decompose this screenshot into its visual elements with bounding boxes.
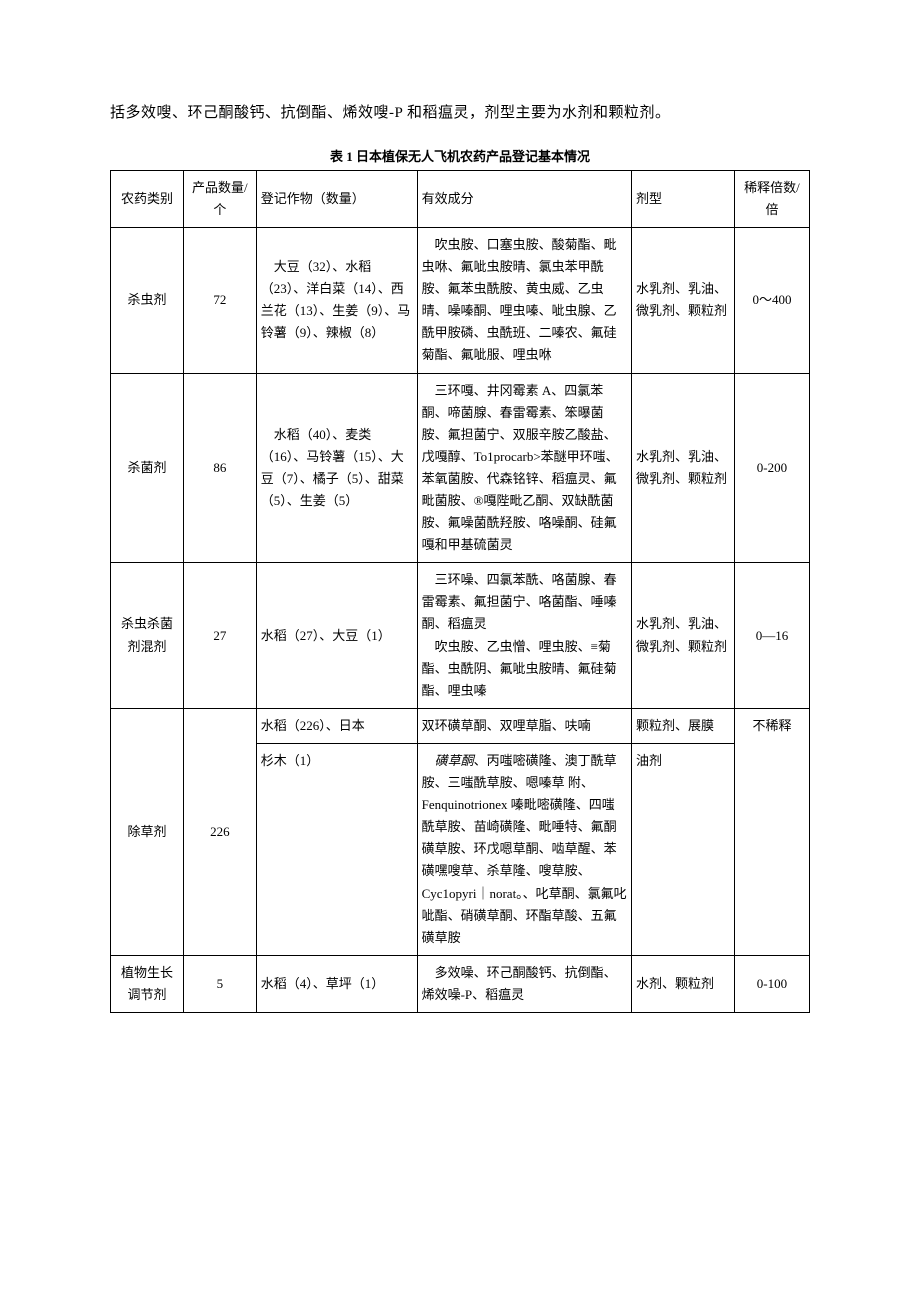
cell-ingredients: 吹虫胺、口塞虫胺、酸菊酯、毗虫咻、氟呲虫胺晴、氯虫苯甲酰胺、氟苯虫酰胺、黄虫威、…	[417, 227, 631, 373]
cell-ingredients: 双环磺草酮、双哩草脂、呋喃	[417, 708, 631, 743]
table-row: 植物生长调节剂 5 水稻（4）、草坪（1） 多效噪、环己酮酸钙、抗倒酯、烯效噪-…	[111, 955, 810, 1012]
header-form: 剂型	[632, 170, 735, 227]
cell-form: 水乳剂、乳油、微乳剂、颗粒剂	[632, 227, 735, 373]
cell-category: 杀虫杀菌剂混剂	[111, 563, 184, 709]
cell-category: 杀菌剂	[111, 373, 184, 563]
cell-ingredients: 磺草酮、丙嗤嘧磺隆、澳丁酰草胺、三嗤酰草胺、嗯嗪草 附、Fenquinotrio…	[417, 743, 631, 955]
cell-crops: 水稻（226）、日本	[256, 708, 417, 743]
cell-crops: 杉木（1）	[256, 743, 417, 955]
cell-dilution: 0～400	[734, 227, 809, 373]
cell-category: 植物生长调节剂	[111, 955, 184, 1012]
cell-form: 水乳剂、乳油、微乳剂、颗粒剂	[632, 563, 735, 709]
cell-crops: 大豆（32）、水稻（23）、洋白菜（14）、西兰花（13）、生姜（9）、马铃薯（…	[256, 227, 417, 373]
cell-form: 颗粒剂、展膜	[632, 708, 735, 743]
intro-paragraph: 括多效嗖、环己酮酸钙、抗倒酯、烯效嗖-P 和稻瘟灵，剂型主要为水剂和颗粒剂。	[110, 100, 810, 127]
cell-ingredients: 三环噪、四氯苯酰、咯菌腺、春雷霉素、氟担菌宁、咯菌酯、唾嗪酮、稻瘟灵 吹虫胺、乙…	[417, 563, 631, 709]
cell-count: 27	[183, 563, 256, 709]
cell-form: 油剂	[632, 743, 735, 955]
ingredient-italic: 磺草酮	[435, 753, 474, 768]
cell-count: 5	[183, 955, 256, 1012]
cell-dilution: 不稀释	[734, 708, 809, 955]
cell-dilution: 0-200	[734, 373, 809, 563]
ingredient-prefix	[422, 753, 435, 768]
table-row: 杀虫剂 72 大豆（32）、水稻（23）、洋白菜（14）、西兰花（13）、生姜（…	[111, 227, 810, 373]
pesticide-registration-table: 农药类别 产品数量/个 登记作物（数量） 有效成分 剂型 稀释倍数/倍 杀虫剂 …	[110, 170, 810, 1013]
cell-dilution: 0-100	[734, 955, 809, 1012]
cell-ingredients: 三环嘎、井冈霉素 A、四氯苯酮、啼菌腺、春雷霉素、笨曝菌胺、氟担菌宁、双服辛胺乙…	[417, 373, 631, 563]
cell-form: 水剂、颗粒剂	[632, 955, 735, 1012]
cell-form: 水乳剂、乳油、微乳剂、颗粒剂	[632, 373, 735, 563]
cell-count: 86	[183, 373, 256, 563]
cell-count: 226	[183, 708, 256, 955]
cell-category: 杀虫剂	[111, 227, 184, 373]
cell-dilution: 0—16	[734, 563, 809, 709]
table-header-row: 农药类别 产品数量/个 登记作物（数量） 有效成分 剂型 稀释倍数/倍	[111, 170, 810, 227]
cell-category: 除草剂	[111, 708, 184, 955]
header-count: 产品数量/个	[183, 170, 256, 227]
table-row: 杀虫杀菌剂混剂 27 水稻（27）、大豆（1） 三环噪、四氯苯酰、咯菌腺、春雷霉…	[111, 563, 810, 709]
cell-crops: 水稻（4）、草坪（1）	[256, 955, 417, 1012]
header-crops: 登记作物（数量）	[256, 170, 417, 227]
cell-count: 72	[183, 227, 256, 373]
header-dilution: 稀释倍数/倍	[734, 170, 809, 227]
cell-crops: 水稻（40）、麦类（16）、马铃薯（15）、大豆（7）、橘子（5）、甜菜（5）、…	[256, 373, 417, 563]
ingredient-rest: 、丙嗤嘧磺隆、澳丁酰草胺、三嗤酰草胺、嗯嗪草 附、Fenquinotrionex…	[422, 753, 627, 945]
table-row: 除草剂 226 水稻（226）、日本 双环磺草酮、双哩草脂、呋喃 颗粒剂、展膜 …	[111, 708, 810, 743]
cell-ingredients: 多效噪、环己酮酸钙、抗倒酯、烯效噪-P、稻瘟灵	[417, 955, 631, 1012]
table-row: 杀菌剂 86 水稻（40）、麦类（16）、马铃薯（15）、大豆（7）、橘子（5）…	[111, 373, 810, 563]
header-ingredients: 有效成分	[417, 170, 631, 227]
header-category: 农药类别	[111, 170, 184, 227]
table-caption: 表 1 日本植保无人飞机农药产品登记基本情况	[110, 147, 810, 168]
cell-crops: 水稻（27）、大豆（1）	[256, 563, 417, 709]
